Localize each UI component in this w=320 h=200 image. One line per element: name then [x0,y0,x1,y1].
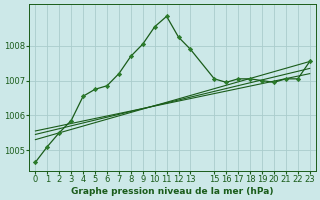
X-axis label: Graphe pression niveau de la mer (hPa): Graphe pression niveau de la mer (hPa) [71,187,274,196]
